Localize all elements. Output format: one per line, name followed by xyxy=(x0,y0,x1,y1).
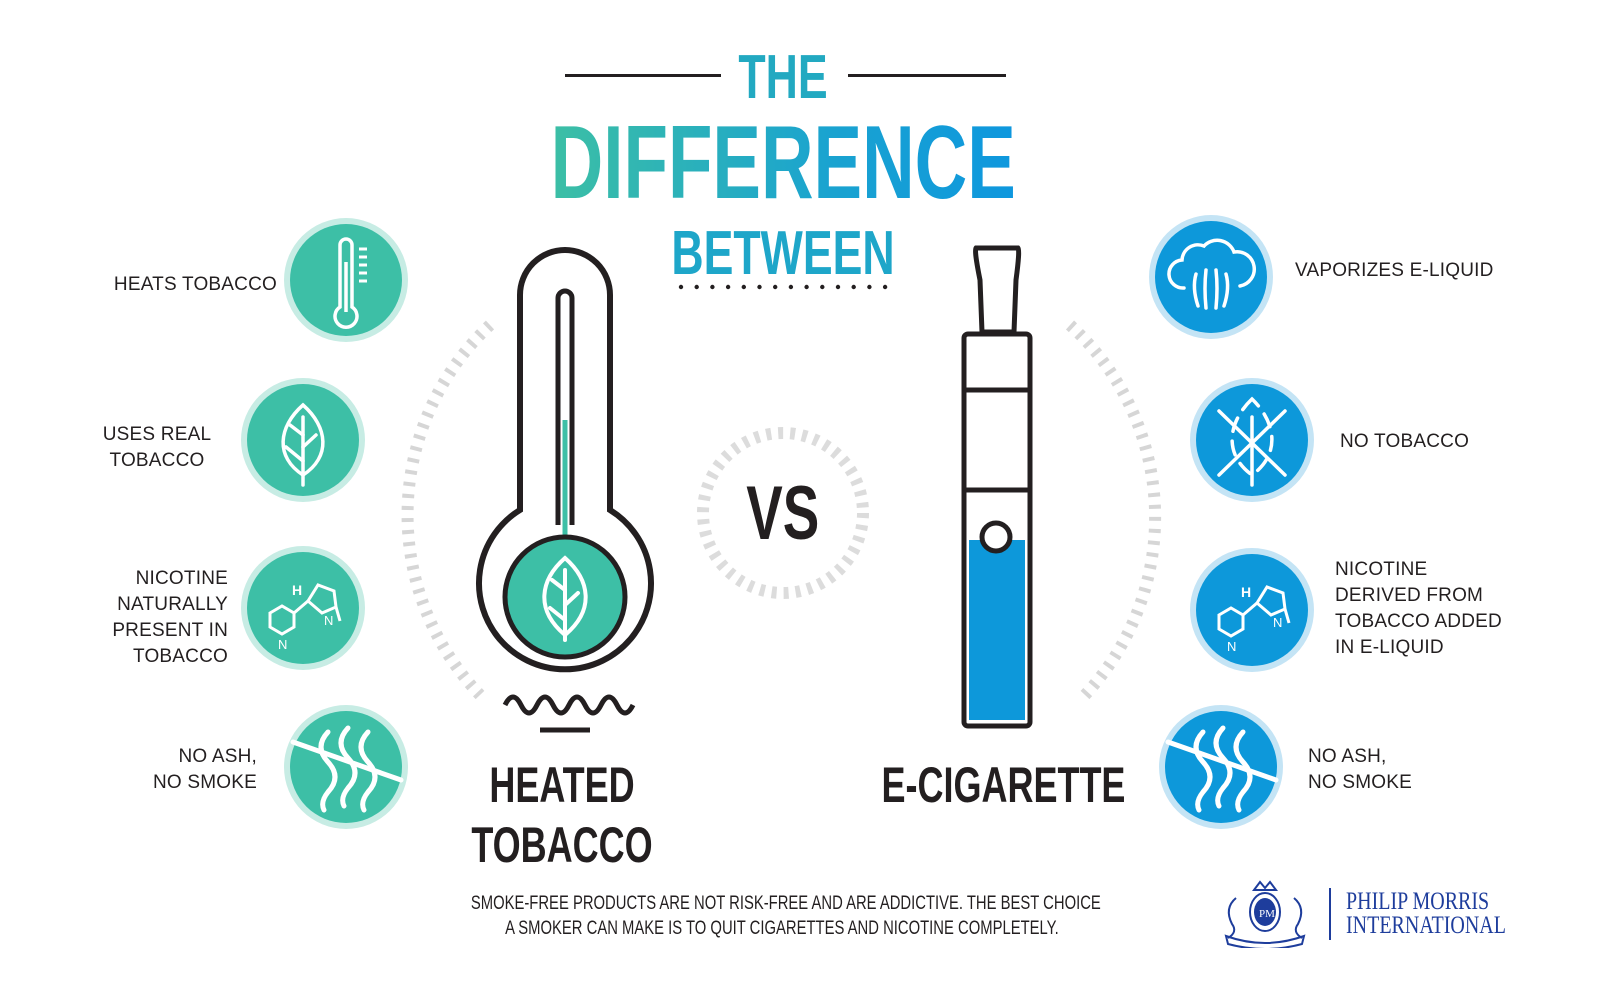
underline-dot xyxy=(773,284,778,290)
no-tobacco-icon xyxy=(1190,378,1314,502)
svg-text:H: H xyxy=(1241,584,1251,600)
e-cigarette-illustration xyxy=(961,245,1033,729)
disclaimer: SMOKE-FREE PRODUCTS ARE NOT RISK-FREE AN… xyxy=(470,893,1101,939)
feature-vaporizes-e-liquid xyxy=(1148,214,1274,340)
label-heats-tobacco: HEATS TOBACCO xyxy=(113,274,277,295)
no-smoke-icon xyxy=(1159,705,1283,829)
underline-dot xyxy=(757,284,762,290)
label-no-tobacco: NO TOBACCO xyxy=(1340,431,1470,452)
pmi-wordmark: PHILIP MORRIS INTERNATIONAL xyxy=(1346,888,1506,939)
heated-tobacco-thermometer-illustration xyxy=(476,247,654,733)
feature-no-ash-no-smoke-left xyxy=(283,704,409,830)
label-uses-real-tobacco: USES REAL TOBACCO xyxy=(102,424,212,471)
title-difference: DIFFERENCE xyxy=(550,105,1016,221)
logo-divider xyxy=(1329,888,1331,940)
underline-dot xyxy=(882,284,888,290)
underline-dot xyxy=(851,284,856,290)
leaf-icon xyxy=(241,378,365,502)
feature-uses-real-tobacco xyxy=(240,377,366,503)
svg-text:N: N xyxy=(324,613,333,628)
underline-dot xyxy=(694,284,699,290)
underline-dot xyxy=(867,284,872,290)
feature-nicotine-naturally-present: H N N xyxy=(240,545,366,671)
nicotine-molecule-icon: H N N xyxy=(1190,548,1314,672)
title-rule-left xyxy=(565,74,721,77)
label-no-ash-no-smoke-left: NO ASH, NO SMOKE xyxy=(152,746,257,793)
svg-text:PM: PM xyxy=(1259,908,1275,920)
heat-wave-icon xyxy=(502,694,636,716)
underline-dot xyxy=(710,284,715,290)
svg-text:N: N xyxy=(1273,615,1282,630)
vs-dashed-ring xyxy=(697,427,869,599)
svg-text:N: N xyxy=(1227,639,1236,654)
underline-dot xyxy=(820,284,825,290)
title-the: THE xyxy=(738,43,828,112)
svg-text:H: H xyxy=(292,582,302,598)
underline-dot xyxy=(804,284,809,290)
thermometer-icon xyxy=(284,218,408,342)
title-between: BETWEEN xyxy=(671,219,895,288)
feature-no-ash-no-smoke-right xyxy=(1158,704,1284,830)
vs-label: VS xyxy=(746,471,820,556)
nicotine-molecule-icon: H N N xyxy=(241,546,365,670)
label-nicotine-derived: NICOTINE DERIVED FROM TOBACCO ADDED IN E-LI… xyxy=(1335,559,1502,658)
title-rule-right xyxy=(848,74,1006,77)
underline-dot xyxy=(678,284,684,290)
feature-no-tobacco xyxy=(1189,377,1315,503)
vapor-cloud-icon xyxy=(1149,215,1273,339)
feature-heats-tobacco xyxy=(283,217,409,343)
svg-text:N: N xyxy=(278,637,287,652)
e-cigarette-title: E-CIGARETTE xyxy=(880,757,1126,813)
label-nicotine-naturally-present: NICOTINE NATURALLY PRESENT IN TOBACCO xyxy=(112,568,228,667)
no-smoke-icon xyxy=(284,705,408,829)
pmi-crest-logo: PM xyxy=(1224,880,1306,948)
title-dotted-underline xyxy=(678,284,888,290)
underline-dot xyxy=(835,284,841,290)
feature-nicotine-derived: H N N xyxy=(1189,547,1315,673)
underline-dot xyxy=(741,284,746,290)
underline-dot xyxy=(725,284,731,290)
label-vaporizes-e-liquid: VAPORIZES E-LIQUID xyxy=(1295,260,1494,281)
heated-tobacco-title: HEATED TOBACCO xyxy=(471,757,653,873)
label-no-ash-no-smoke-right: NO ASH, NO SMOKE xyxy=(1308,746,1413,793)
underline-dot xyxy=(788,284,794,290)
